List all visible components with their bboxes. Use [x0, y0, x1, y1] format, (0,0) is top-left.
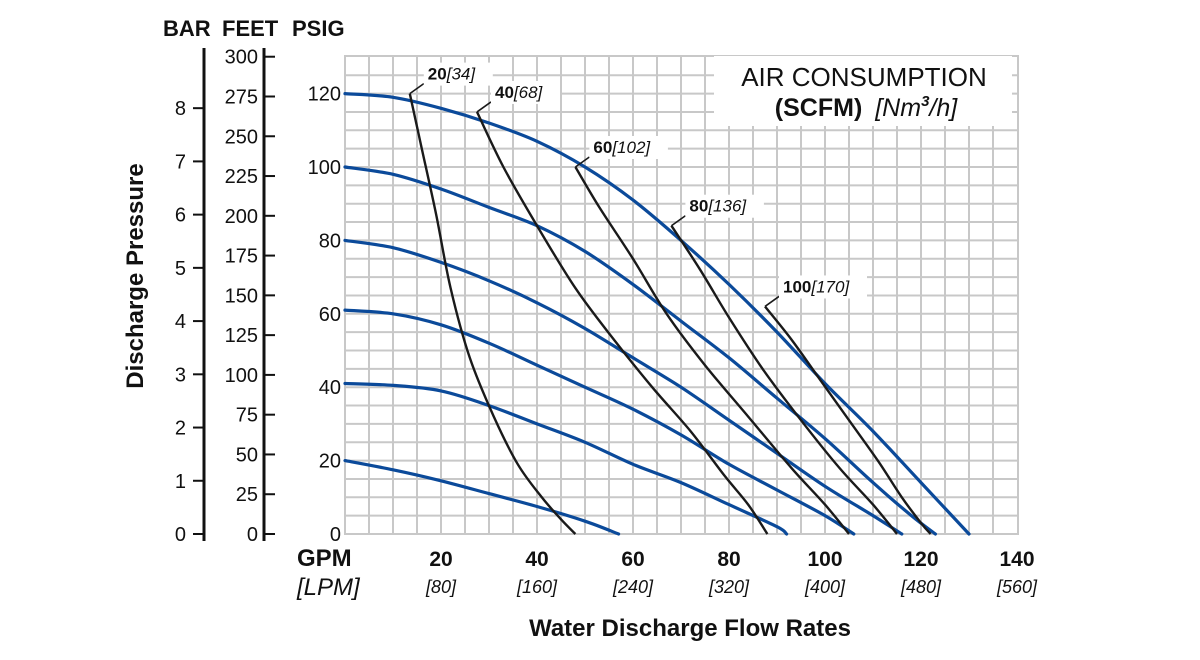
x-tick-gpm: 140 — [999, 548, 1034, 571]
air-label-metric: [170] — [810, 277, 850, 296]
x-tick-lpm: [560] — [996, 577, 1038, 597]
air-label-value: 80 — [689, 197, 708, 216]
psig-tick-label: 0 — [330, 524, 341, 546]
bar-tick-label: 0 — [175, 524, 186, 546]
air-label: 20[34] — [428, 65, 477, 84]
feet-tick-label: 225 — [225, 166, 258, 188]
air-consumption-legend: AIR CONSUMPTION (SCFM) [Nm3/h] — [714, 56, 1012, 126]
feet-tick-label: 100 — [225, 365, 258, 387]
psig-tick-label: 80 — [319, 230, 341, 252]
x-tick-lpm: [480] — [900, 577, 942, 597]
x-unit-lpm: [LPM] — [296, 574, 361, 601]
x-tick-lpm: [80] — [425, 577, 457, 597]
air-label-value: 100 — [783, 277, 811, 296]
x-tick-gpm: 80 — [717, 548, 740, 571]
psig-tick-label: 100 — [308, 157, 341, 179]
x-unit-gpm: GPM — [297, 545, 352, 572]
x-tick-lpm: [400] — [804, 577, 846, 597]
bar-tick-label: 5 — [175, 258, 186, 280]
air-label-value: 60 — [593, 138, 612, 157]
x-tick-lpm: [160] — [516, 577, 558, 597]
air-label: 100[170] — [783, 277, 850, 296]
air-label: 60[102] — [593, 138, 651, 157]
psig-tick-label: 20 — [319, 451, 341, 473]
legend-subtitle: (SCFM) [Nm3/h] — [775, 93, 958, 122]
bar-tick-label: 1 — [175, 471, 186, 493]
feet-tick-label: 300 — [225, 47, 258, 69]
bar-tick-label: 7 — [175, 151, 186, 173]
feet-axis-ticks: 0 25 50 75 100 125 150 175 200 225 250 275 300 — [225, 47, 275, 546]
psig-axis-header: PSIG — [292, 16, 345, 41]
feet-tick-label: 275 — [225, 86, 258, 108]
air-label: 80[136] — [689, 197, 747, 216]
psig-tick-label: 120 — [308, 84, 341, 106]
psig-tick-label: 60 — [319, 304, 341, 326]
x-axis-ticks: 20 [80] 40 [160] 60 [240] 80 [320] 100 [400] 120 [4… — [425, 548, 1038, 597]
x-tick-lpm: [320] — [708, 577, 750, 597]
feet-tick-label: 175 — [225, 246, 258, 268]
feet-tick-label: 50 — [236, 444, 258, 466]
x-tick-gpm: 20 — [429, 548, 452, 571]
feet-tick-label: 150 — [225, 285, 258, 307]
bar-axis-ticks: 0 1 2 3 4 5 6 7 8 — [175, 98, 204, 546]
x-tick-lpm: [240] — [612, 577, 654, 597]
feet-tick-label: 25 — [236, 484, 258, 506]
bar-tick-label: 3 — [175, 364, 186, 386]
x-tick-gpm: 100 — [807, 548, 842, 571]
bar-axis-header: BAR — [163, 16, 211, 41]
air-label-metric: [102] — [611, 138, 651, 157]
legend-subtitle-unit-prefix: [Nm — [874, 94, 921, 122]
bar-tick-label: 6 — [175, 205, 186, 227]
air-label-value: 20 — [428, 65, 447, 84]
plot-area — [345, 56, 1018, 534]
air-label: 40[68] — [495, 83, 544, 102]
air-label-metric: [34] — [446, 65, 477, 84]
air-label-value: 40 — [495, 83, 514, 102]
air-label-metric: [68] — [513, 83, 544, 102]
psig-tick-label: 40 — [319, 377, 341, 399]
feet-axis-header: FEET — [222, 16, 279, 41]
feet-tick-label: 75 — [236, 405, 258, 427]
legend-subtitle-bold: (SCFM) — [775, 94, 862, 122]
bar-tick-label: 4 — [175, 311, 186, 333]
x-tick-gpm: 40 — [525, 548, 548, 571]
y-axis-title: Discharge Pressure — [122, 163, 149, 388]
x-tick-gpm: 120 — [903, 548, 938, 571]
legend-subtitle-unit-suffix: /h] — [927, 94, 958, 122]
psig-axis-ticks: 0 20 40 60 80 100 120 — [308, 84, 341, 546]
air-label-metric: [136] — [707, 197, 747, 216]
feet-tick-label: 125 — [225, 325, 258, 347]
bar-tick-label: 8 — [175, 98, 186, 120]
pump-performance-chart: BAR FEET PSIG 0 1 2 3 4 5 6 7 8 0 25 50 75 100 125 150… — [0, 0, 1200, 660]
x-axis-title: Water Discharge Flow Rates — [529, 615, 851, 642]
x-tick-gpm: 60 — [621, 548, 644, 571]
legend-title: AIR CONSUMPTION — [741, 62, 987, 92]
feet-tick-label: 0 — [247, 524, 258, 546]
bar-tick-label: 2 — [175, 418, 186, 440]
feet-tick-label: 250 — [225, 126, 258, 148]
feet-tick-label: 200 — [225, 206, 258, 228]
